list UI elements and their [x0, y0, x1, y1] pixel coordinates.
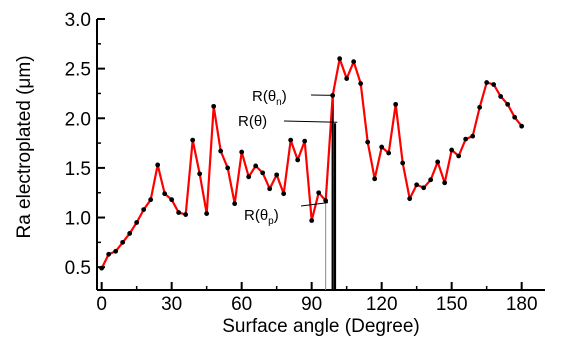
x-tick-label: 60 — [231, 294, 252, 315]
y-tick-label: 1.5 — [65, 159, 91, 180]
annotations: R(θn) R(θ) R(θp) — [238, 88, 338, 227]
data-point — [449, 147, 455, 153]
data-point — [155, 162, 161, 168]
data-point — [225, 165, 231, 171]
data-point — [344, 76, 350, 81]
data-point — [274, 172, 280, 178]
x-axis: 0 30 60 90 120 150 180 — [96, 282, 538, 315]
data-point — [99, 265, 105, 271]
data-point — [295, 157, 301, 163]
data-point — [400, 160, 406, 166]
data-point — [169, 197, 175, 203]
data-point — [246, 174, 252, 180]
data-point — [309, 218, 315, 223]
data-point — [106, 251, 112, 257]
data-point — [386, 150, 392, 156]
data-point — [141, 207, 147, 212]
data-point — [113, 248, 119, 254]
data-point — [253, 163, 259, 169]
data-point — [239, 149, 245, 155]
annotation-label: R(θn) — [252, 88, 287, 108]
data-point — [407, 196, 413, 202]
data-point — [337, 56, 343, 62]
data-point — [505, 101, 511, 107]
y-tick-label: 3.0 — [65, 10, 91, 31]
data-point — [491, 82, 497, 87]
data-point — [302, 138, 308, 144]
data-point — [197, 171, 203, 177]
data-point — [323, 198, 329, 204]
x-tick-label: 0 — [96, 294, 107, 315]
data-point — [288, 137, 294, 143]
data-point — [232, 201, 238, 207]
data-point — [379, 144, 385, 150]
data-point — [470, 133, 476, 139]
data-point — [204, 211, 210, 216]
y-tick-label: 1.0 — [65, 209, 91, 230]
data-point — [442, 180, 448, 186]
data-series — [99, 56, 525, 271]
data-point — [190, 137, 196, 143]
data-point — [260, 170, 266, 176]
data-point — [519, 123, 525, 129]
data-point — [120, 239, 126, 245]
data-point — [372, 176, 378, 182]
data-point — [498, 94, 504, 99]
data-point — [512, 114, 518, 120]
data-point — [183, 212, 189, 217]
x-tick-label: 150 — [436, 294, 468, 315]
x-axis-title: Surface angle (Degree) — [222, 316, 420, 337]
x-tick-label: 90 — [301, 294, 322, 315]
data-point — [316, 190, 322, 196]
data-point — [414, 182, 420, 188]
data-point — [435, 159, 441, 165]
series-line — [100, 57, 523, 269]
y-tick-label: 2.0 — [65, 109, 91, 130]
annotation-leader — [283, 120, 338, 123]
y-tick-label: 2.5 — [65, 60, 91, 81]
data-point — [456, 153, 462, 159]
data-point — [218, 148, 224, 154]
data-point — [127, 231, 133, 236]
data-point — [358, 81, 364, 86]
y-axis-title: Ra electroplated (μm) — [14, 55, 35, 238]
data-point — [148, 197, 154, 203]
x-tick-label: 120 — [366, 294, 398, 315]
plot-frame — [96, 19, 545, 291]
x-tick-label: 30 — [161, 294, 182, 315]
x-tick-label: 180 — [506, 294, 538, 315]
data-point — [421, 185, 427, 191]
y-tick-label: 0.5 — [65, 258, 91, 279]
data-point — [365, 139, 371, 145]
annotation-leader — [300, 202, 329, 207]
data-point — [176, 210, 182, 215]
data-point — [267, 186, 273, 192]
data-point — [393, 101, 399, 107]
data-point — [428, 177, 434, 183]
data-point — [134, 220, 140, 225]
data-point — [463, 136, 469, 142]
data-point — [477, 104, 483, 110]
data-point — [281, 191, 287, 197]
data-point — [162, 191, 168, 197]
reference-lines — [325, 95, 337, 290]
data-point — [211, 103, 217, 109]
data-point — [351, 59, 357, 65]
y-axis: 0.5 1.0 1.5 2.0 2.5 3.0 — [65, 10, 105, 279]
data-point — [484, 80, 490, 85]
annotation-label: R(θp) — [244, 207, 279, 227]
annotation-label: R(θ) — [238, 113, 267, 130]
